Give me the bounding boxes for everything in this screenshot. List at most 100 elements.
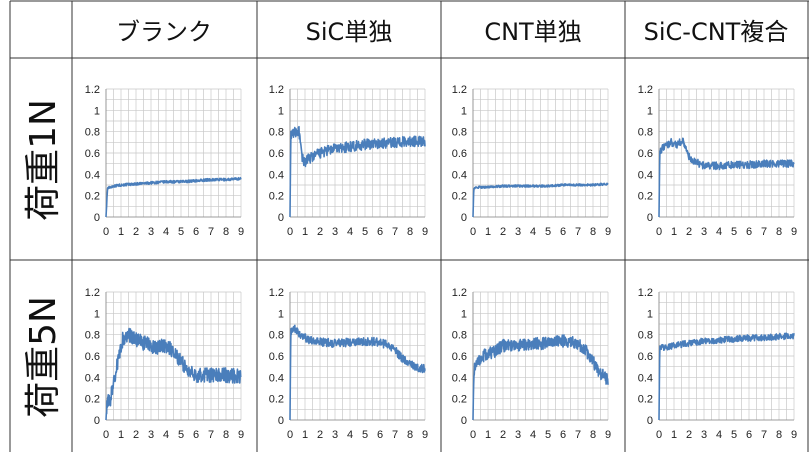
column-header-sic-cnt: SiC-CNT複合 bbox=[644, 18, 789, 46]
x-tick-label: 5 bbox=[545, 226, 551, 238]
series-line bbox=[105, 327, 242, 421]
x-tick-label: 6 bbox=[746, 429, 752, 441]
y-tick-label: 0 bbox=[461, 212, 467, 224]
x-tick-label: 1 bbox=[671, 429, 677, 441]
series-line bbox=[658, 332, 795, 421]
y-tick-label: 0.4 bbox=[269, 372, 284, 384]
y-tick-label: 1 bbox=[278, 105, 284, 117]
x-tick-label: 9 bbox=[422, 226, 428, 238]
row-label-load-1n: 荷重1N bbox=[23, 99, 64, 221]
x-tick-label: 1 bbox=[302, 226, 308, 238]
x-tick-label: 2 bbox=[686, 226, 692, 238]
x-tick-label: 1 bbox=[118, 226, 124, 238]
x-tick-label: 8 bbox=[590, 226, 596, 238]
x-tick-label: 1 bbox=[485, 226, 491, 238]
x-tick-label: 8 bbox=[776, 429, 782, 441]
y-tick-label: 1.2 bbox=[638, 287, 653, 299]
x-tick-label: 2 bbox=[500, 429, 506, 441]
x-tick-label: 4 bbox=[530, 429, 536, 441]
x-tick-label: 8 bbox=[407, 429, 413, 441]
x-tick-label: 3 bbox=[515, 429, 521, 441]
x-tick-label: 7 bbox=[575, 226, 581, 238]
x-tick-label: 8 bbox=[223, 429, 229, 441]
y-tick-label: 0.8 bbox=[452, 127, 467, 139]
x-tick-label: 5 bbox=[731, 226, 737, 238]
x-tick-label: 9 bbox=[605, 226, 611, 238]
y-tick-label: 0.2 bbox=[85, 191, 100, 203]
x-tick-label: 0 bbox=[103, 226, 109, 238]
series-line bbox=[472, 334, 609, 421]
y-tick-label: 1 bbox=[461, 308, 467, 320]
x-tick-label: 8 bbox=[776, 226, 782, 238]
x-tick-label: 9 bbox=[791, 226, 797, 238]
y-tick-label: 0.6 bbox=[638, 351, 653, 363]
y-tick-label: 1 bbox=[647, 308, 653, 320]
x-tick-label: 5 bbox=[178, 226, 184, 238]
y-tick-label: 1.2 bbox=[452, 287, 467, 299]
x-tick-label: 0 bbox=[656, 429, 662, 441]
x-tick-label: 6 bbox=[377, 226, 383, 238]
x-tick-label: 4 bbox=[716, 429, 722, 441]
x-tick-label: 8 bbox=[407, 226, 413, 238]
y-tick-label: 0.4 bbox=[638, 372, 653, 384]
x-tick-label: 7 bbox=[761, 226, 767, 238]
x-tick-label: 3 bbox=[701, 226, 707, 238]
x-tick-label: 5 bbox=[545, 429, 551, 441]
y-tick-label: 0.8 bbox=[638, 330, 653, 342]
x-tick-label: 7 bbox=[392, 226, 398, 238]
x-tick-label: 4 bbox=[347, 226, 353, 238]
x-tick-label: 1 bbox=[671, 226, 677, 238]
y-tick-label: 0 bbox=[647, 415, 653, 427]
x-tick-label: 4 bbox=[530, 226, 536, 238]
y-tick-label: 1.2 bbox=[269, 84, 284, 96]
y-tick-label: 0.6 bbox=[85, 148, 100, 160]
x-tick-label: 6 bbox=[560, 429, 566, 441]
column-header-cnt: CNT単独 bbox=[484, 18, 581, 46]
chart-panel-blank-5n: 00.20.40.60.811.20 1 2 3 4 5 6 7 8 9 bbox=[85, 287, 244, 441]
series-line bbox=[472, 182, 609, 218]
series-line bbox=[289, 125, 426, 218]
x-tick-label: 7 bbox=[761, 429, 767, 441]
y-tick-label: 1 bbox=[461, 105, 467, 117]
y-tick-label: 0.4 bbox=[638, 169, 653, 181]
y-tick-label: 0 bbox=[278, 212, 284, 224]
chart-panel-sic-cnt-1n: 00.20.40.60.811.20 1 2 3 4 5 6 7 8 9 bbox=[638, 84, 797, 238]
y-tick-label: 0.4 bbox=[269, 169, 284, 181]
column-header-sic: SiC単独 bbox=[306, 18, 393, 46]
x-tick-label: 8 bbox=[590, 429, 596, 441]
y-tick-label: 0.8 bbox=[452, 330, 467, 342]
y-tick-label: 1.2 bbox=[85, 287, 100, 299]
x-tick-label: 5 bbox=[362, 226, 368, 238]
x-tick-label: 4 bbox=[347, 429, 353, 441]
x-tick-label: 3 bbox=[515, 226, 521, 238]
x-tick-label: 6 bbox=[193, 226, 199, 238]
y-tick-label: 0.6 bbox=[638, 148, 653, 160]
x-tick-label: 4 bbox=[163, 429, 169, 441]
x-tick-label: 9 bbox=[238, 429, 244, 441]
y-tick-label: 0 bbox=[94, 212, 100, 224]
series-line bbox=[105, 176, 242, 218]
y-tick-label: 0.4 bbox=[85, 372, 100, 384]
y-tick-label: 0.8 bbox=[269, 127, 284, 139]
series-line bbox=[289, 324, 426, 421]
x-tick-label: 7 bbox=[392, 429, 398, 441]
x-tick-label: 2 bbox=[317, 429, 323, 441]
x-tick-label: 6 bbox=[746, 226, 752, 238]
y-tick-label: 1.2 bbox=[638, 84, 653, 96]
y-tick-label: 1 bbox=[278, 308, 284, 320]
x-tick-label: 3 bbox=[332, 226, 338, 238]
row-label-load-5n: 荷重5N bbox=[23, 296, 64, 418]
x-tick-label: 9 bbox=[605, 429, 611, 441]
y-tick-label: 0.6 bbox=[452, 148, 467, 160]
y-tick-label: 0 bbox=[278, 415, 284, 427]
x-tick-label: 5 bbox=[731, 429, 737, 441]
y-tick-label: 0.8 bbox=[638, 127, 653, 139]
y-tick-label: 0.4 bbox=[452, 372, 467, 384]
x-tick-label: 1 bbox=[118, 429, 124, 441]
y-tick-label: 0.2 bbox=[452, 191, 467, 203]
x-tick-label: 3 bbox=[148, 226, 154, 238]
y-tick-label: 0.8 bbox=[269, 330, 284, 342]
x-tick-label: 1 bbox=[302, 429, 308, 441]
x-tick-label: 4 bbox=[716, 226, 722, 238]
chart-panel-sic-1n: 00.20.40.60.811.20 1 2 3 4 5 6 7 8 9 bbox=[269, 84, 428, 238]
